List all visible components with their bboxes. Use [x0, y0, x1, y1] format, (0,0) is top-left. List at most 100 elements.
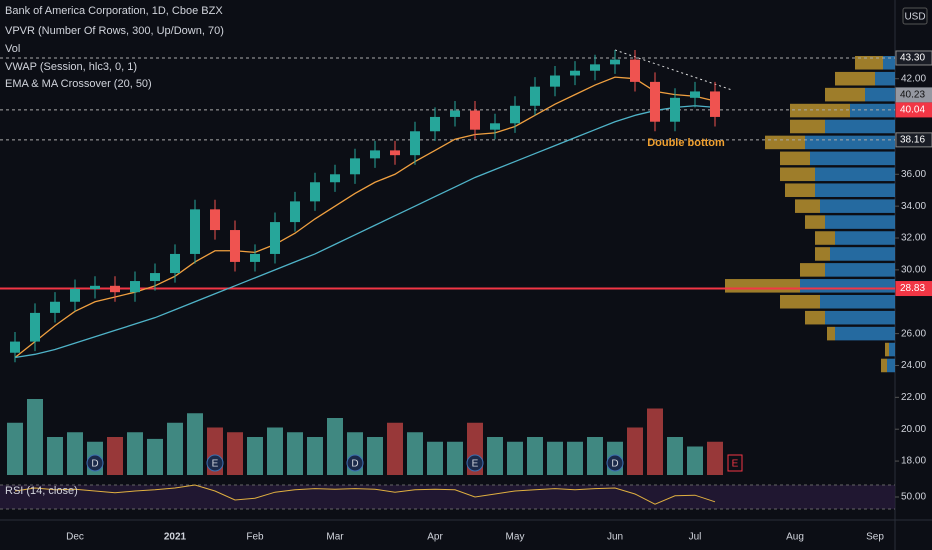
candle-body — [650, 81, 660, 122]
profile-up — [850, 103, 895, 118]
profile-up — [820, 199, 895, 213]
profile-up — [815, 183, 895, 197]
candle-body — [670, 97, 680, 122]
event-label: D — [351, 459, 358, 470]
candle-body — [550, 75, 560, 87]
x-tick-label: 2021 — [164, 532, 187, 543]
volume-bar — [187, 413, 203, 475]
profile-down — [881, 358, 887, 373]
volume-bar — [267, 427, 283, 475]
profile-up — [835, 231, 895, 245]
volume-bar — [507, 441, 523, 475]
candle-body — [210, 209, 220, 231]
candle-body — [370, 150, 380, 159]
candle-body — [430, 116, 440, 132]
profile-down — [805, 310, 825, 325]
profile-up — [825, 215, 895, 229]
volume-bar — [587, 437, 603, 475]
profile-down — [780, 294, 820, 309]
profile-up — [825, 263, 895, 277]
y-tick-label: 20.00 — [901, 424, 926, 435]
profile-up — [835, 326, 895, 341]
volume-bar — [27, 399, 43, 475]
profile-up — [820, 294, 895, 309]
profile-down — [827, 326, 835, 341]
volume-bar — [387, 422, 403, 475]
level-box — [895, 87, 932, 103]
profile-down — [795, 199, 820, 213]
event-box — [727, 454, 743, 472]
x-tick-label: Aug — [786, 532, 804, 543]
candle-body — [90, 285, 100, 289]
candle-body — [130, 281, 140, 293]
candle-body — [10, 341, 20, 353]
candle-body — [570, 70, 580, 76]
y-tick-label: 26.00 — [901, 328, 926, 339]
profile-up — [805, 135, 895, 150]
profile-up — [889, 342, 895, 357]
profile-up — [887, 358, 895, 373]
candle-body — [710, 91, 720, 117]
profile-down — [800, 263, 825, 277]
volume-bar — [427, 441, 443, 475]
profile-down — [815, 231, 835, 245]
candle-body — [410, 131, 420, 156]
candle-body — [30, 312, 40, 342]
volume-bar — [307, 437, 323, 475]
volume-bar — [687, 446, 703, 475]
profile-up — [830, 247, 895, 261]
candle-body — [610, 59, 620, 65]
profile-up — [825, 119, 895, 134]
candle-body — [450, 110, 460, 117]
profile-down — [855, 55, 883, 70]
indicator: VPVR (Number Of Rows, 300, Up/Down, 70) — [5, 25, 224, 37]
volume-bar — [327, 418, 343, 475]
event-label: D — [91, 459, 98, 470]
profile-down — [805, 215, 825, 229]
volume-bar — [547, 441, 563, 475]
volume-bar — [667, 437, 683, 475]
volume-bar — [7, 422, 23, 475]
profile-down — [790, 119, 825, 134]
level-label: 28.83 — [900, 283, 925, 294]
x-tick-label: Dec — [66, 532, 84, 543]
volume-bar — [647, 408, 663, 475]
volume-bar — [707, 441, 723, 475]
volume-bar — [287, 432, 303, 475]
x-tick-label: May — [506, 532, 525, 543]
candle-body — [690, 91, 700, 98]
candle-body — [50, 301, 60, 313]
volume-bar — [127, 432, 143, 475]
candle-body — [590, 64, 600, 71]
candle-body — [270, 222, 280, 254]
x-tick-label: Feb — [246, 532, 264, 543]
volume-bar — [367, 437, 383, 475]
volume-bar — [627, 427, 643, 475]
volume-bar — [567, 441, 583, 475]
annotation: Double bottom — [647, 137, 725, 149]
candle-body — [230, 230, 240, 262]
event-label: E — [212, 459, 219, 470]
profile-up — [825, 310, 895, 325]
indicator: EMA & MA Crossover (20, 50) — [5, 78, 152, 90]
candle-body — [290, 201, 300, 223]
event-marker — [346, 454, 364, 472]
x-tick-label: Sep — [866, 532, 884, 543]
volume-bar — [407, 432, 423, 475]
volume-bar — [487, 437, 503, 475]
rsi-band — [0, 485, 895, 509]
profile-down — [835, 71, 875, 86]
candle-body — [70, 289, 80, 302]
x-tick-label: Jul — [689, 532, 702, 543]
indicator: Vol — [5, 43, 20, 55]
y-tick-label: 36.00 — [901, 169, 926, 180]
volume-bar — [147, 438, 163, 475]
candle-body — [150, 273, 160, 282]
profile-up — [883, 55, 895, 70]
level-box — [895, 102, 932, 118]
profile-up — [815, 167, 895, 182]
candle-body — [470, 110, 480, 130]
profile-up — [875, 71, 895, 86]
profile-up — [800, 279, 895, 293]
